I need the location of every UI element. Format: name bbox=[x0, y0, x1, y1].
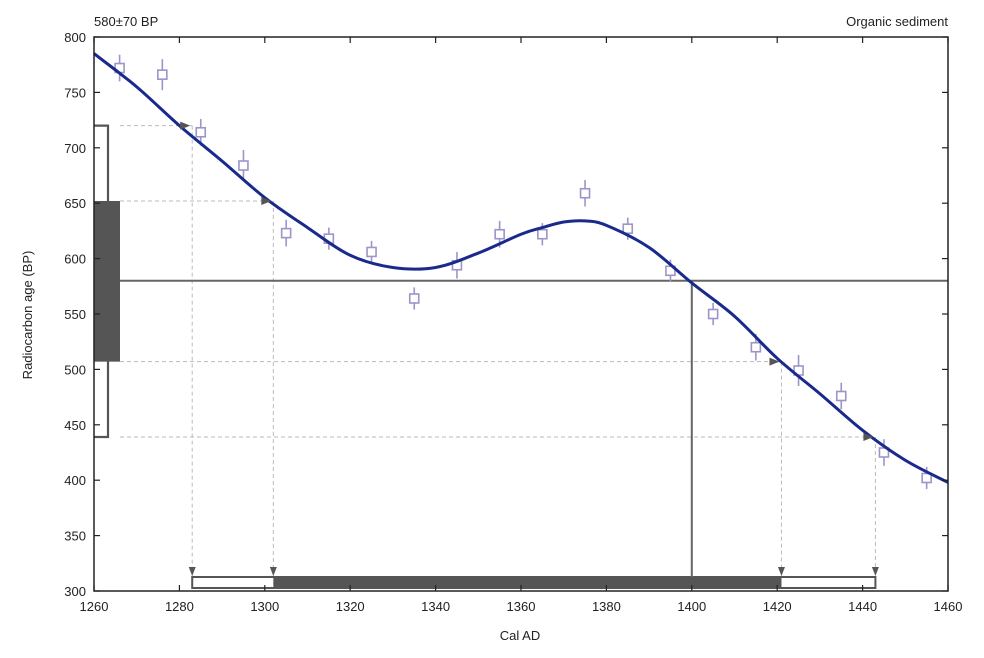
x-tick-label: 1260 bbox=[80, 599, 109, 614]
dashed-guides bbox=[120, 125, 876, 577]
down-arrow-icon bbox=[871, 567, 879, 576]
y-tick-label: 450 bbox=[64, 418, 86, 433]
plot-frame bbox=[93, 36, 949, 592]
cal-1sigma-bar bbox=[273, 577, 782, 588]
data-point bbox=[195, 118, 207, 146]
axes: 1260 1280 1300 1320 1340 1360 1380 1400 1420 1440… bbox=[64, 30, 962, 614]
point-marker bbox=[494, 228, 505, 240]
point-marker bbox=[835, 390, 847, 402]
y-tick-label: 500 bbox=[64, 362, 86, 377]
data-point bbox=[793, 354, 804, 387]
y-tick-label: 750 bbox=[64, 85, 86, 100]
point-marker bbox=[408, 293, 420, 304]
y-tick-label: 550 bbox=[64, 307, 86, 322]
point-marker bbox=[622, 223, 634, 234]
point-marker bbox=[366, 246, 377, 258]
data-point bbox=[835, 382, 847, 410]
point-marker bbox=[238, 160, 249, 171]
x-axis-label: Cal AD bbox=[500, 628, 540, 643]
y-tick-label: 300 bbox=[64, 584, 86, 599]
point-marker bbox=[707, 308, 719, 320]
point-marker bbox=[750, 341, 762, 353]
y-tick-label: 400 bbox=[64, 473, 86, 488]
intercept-lines bbox=[120, 279, 948, 577]
horizontal-arrow-icon bbox=[261, 196, 272, 205]
y-tick-label: 700 bbox=[64, 141, 86, 156]
x-tick-label: 1380 bbox=[592, 599, 621, 614]
x-tick-label: 1420 bbox=[763, 599, 792, 614]
data-point bbox=[157, 59, 168, 91]
y-tick-label: 650 bbox=[64, 196, 86, 211]
down-arrow-icon bbox=[777, 567, 785, 576]
measured-age-label: 580±70 BP bbox=[94, 14, 158, 29]
y-tick-label: 800 bbox=[64, 30, 86, 45]
x-tick-label: 1320 bbox=[336, 599, 365, 614]
y-axis-label: Radiocarbon age (BP) bbox=[20, 251, 35, 380]
data-point bbox=[408, 287, 420, 310]
point-marker bbox=[157, 69, 168, 80]
x-tick-label: 1340 bbox=[421, 599, 450, 614]
y-tick-label: 350 bbox=[64, 529, 86, 544]
point-marker bbox=[537, 228, 548, 240]
x-tick-label: 1300 bbox=[250, 599, 279, 614]
data-point bbox=[579, 179, 591, 207]
data-point bbox=[451, 251, 463, 279]
bp-1sigma-bar bbox=[94, 200, 120, 362]
arrow-markers bbox=[180, 121, 879, 576]
down-arrow-icon bbox=[188, 567, 196, 576]
calibration-curve bbox=[93, 52, 949, 484]
data-points bbox=[114, 54, 932, 490]
x-tick-label: 1360 bbox=[507, 599, 536, 614]
data-point bbox=[707, 302, 719, 326]
x-tick-label: 1400 bbox=[677, 599, 706, 614]
horizontal-arrow-icon bbox=[769, 357, 780, 366]
range-bars bbox=[94, 124, 877, 589]
point-marker bbox=[280, 227, 292, 239]
horizontal-arrow-icon bbox=[180, 121, 191, 130]
point-marker bbox=[195, 126, 207, 138]
horizontal-arrow-icon bbox=[863, 432, 874, 441]
down-arrow-icon bbox=[269, 567, 277, 576]
y-tick-label: 600 bbox=[64, 252, 86, 267]
data-point bbox=[238, 150, 249, 182]
sample-type-label: Organic sediment bbox=[846, 14, 948, 29]
data-point bbox=[366, 240, 377, 264]
data-point bbox=[280, 219, 292, 247]
calibration-curve-group bbox=[93, 52, 949, 484]
point-marker bbox=[579, 187, 591, 199]
x-tick-label: 1460 bbox=[934, 599, 963, 614]
x-tick-label: 1440 bbox=[848, 599, 877, 614]
x-tick-label: 1280 bbox=[165, 599, 194, 614]
